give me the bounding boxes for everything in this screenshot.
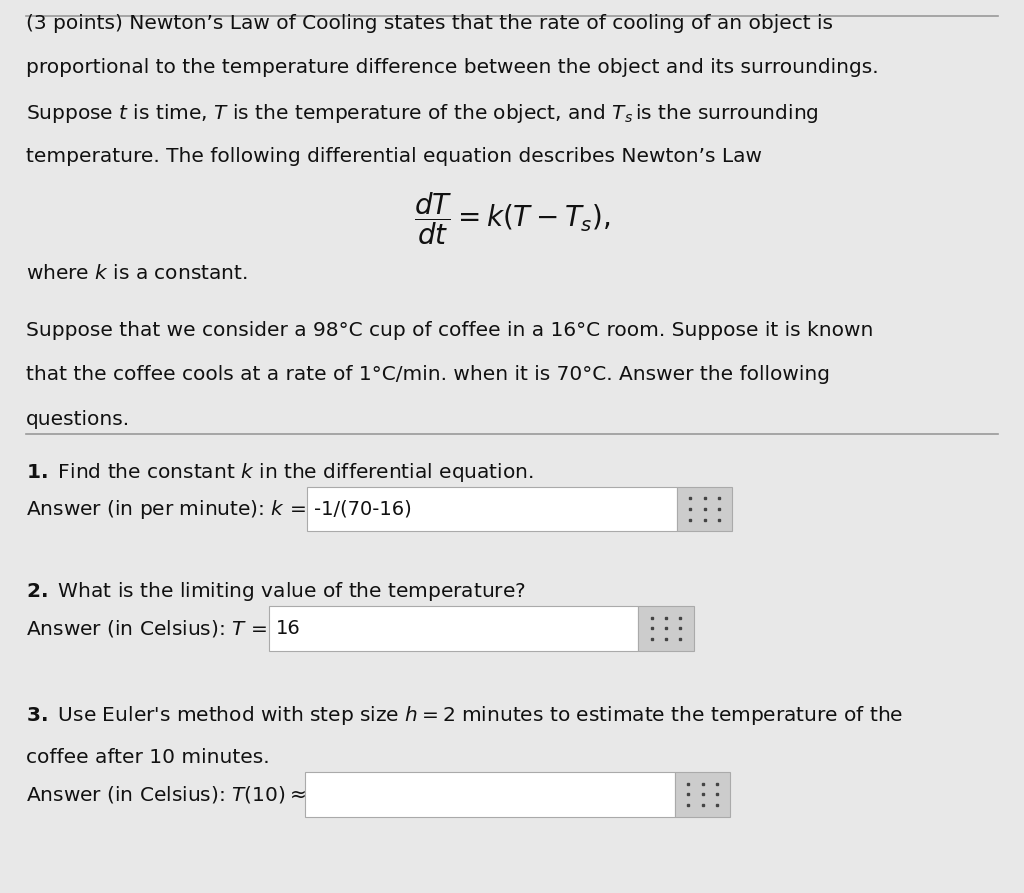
Text: $\mathbf{3.}$ Use Euler's method with step size $h = 2$ minutes to estimate the : $\mathbf{3.}$ Use Euler's method with st… <box>26 704 903 727</box>
FancyBboxPatch shape <box>675 772 730 816</box>
Text: $\mathbf{2.}$ What is the limiting value of the temperature?: $\mathbf{2.}$ What is the limiting value… <box>26 580 525 603</box>
Text: -1/(70-16): -1/(70-16) <box>314 500 413 519</box>
Text: Suppose $t$ is time, $T$ is the temperature of the object, and $T_s\!$ is the su: Suppose $t$ is time, $T$ is the temperat… <box>26 103 818 125</box>
Text: coffee after 10 minutes.: coffee after 10 minutes. <box>26 747 269 767</box>
Text: temperature. The following differential equation describes Newton’s Law: temperature. The following differential … <box>26 146 762 165</box>
Text: questions.: questions. <box>26 410 130 429</box>
Text: Answer (in Celsius): $T$ =: Answer (in Celsius): $T$ = <box>26 618 268 639</box>
FancyBboxPatch shape <box>305 772 675 816</box>
Text: $\dfrac{dT}{dt} = k(T - T_s),$: $\dfrac{dT}{dt} = k(T - T_s),$ <box>414 190 610 247</box>
Text: $\mathbf{1.}$ Find the constant $k$ in the differential equation.: $\mathbf{1.}$ Find the constant $k$ in t… <box>26 461 534 483</box>
Text: proportional to the temperature difference between the object and its surroundin: proportional to the temperature differen… <box>26 58 879 77</box>
Text: Answer (in per minute): $k$ =: Answer (in per minute): $k$ = <box>26 497 307 521</box>
FancyBboxPatch shape <box>268 606 638 651</box>
FancyBboxPatch shape <box>677 487 732 531</box>
Text: that the coffee cools at a rate of 1°C/min. when it is 70°C. Answer the followin: that the coffee cools at a rate of 1°C/m… <box>26 365 829 385</box>
FancyBboxPatch shape <box>307 487 677 531</box>
Text: Suppose that we consider a 98°C cup of coffee in a 16°C room. Suppose it is know: Suppose that we consider a 98°C cup of c… <box>26 321 873 340</box>
Text: where $k$ is a constant.: where $k$ is a constant. <box>26 263 247 283</box>
FancyBboxPatch shape <box>638 606 693 651</box>
Text: Answer (in Celsius): $T(10) \approx$: Answer (in Celsius): $T(10) \approx$ <box>26 784 305 805</box>
Text: 16: 16 <box>275 619 300 638</box>
Text: (3 points) Newton’s Law of Cooling states that the rate of cooling of an object : (3 points) Newton’s Law of Cooling state… <box>26 14 833 33</box>
